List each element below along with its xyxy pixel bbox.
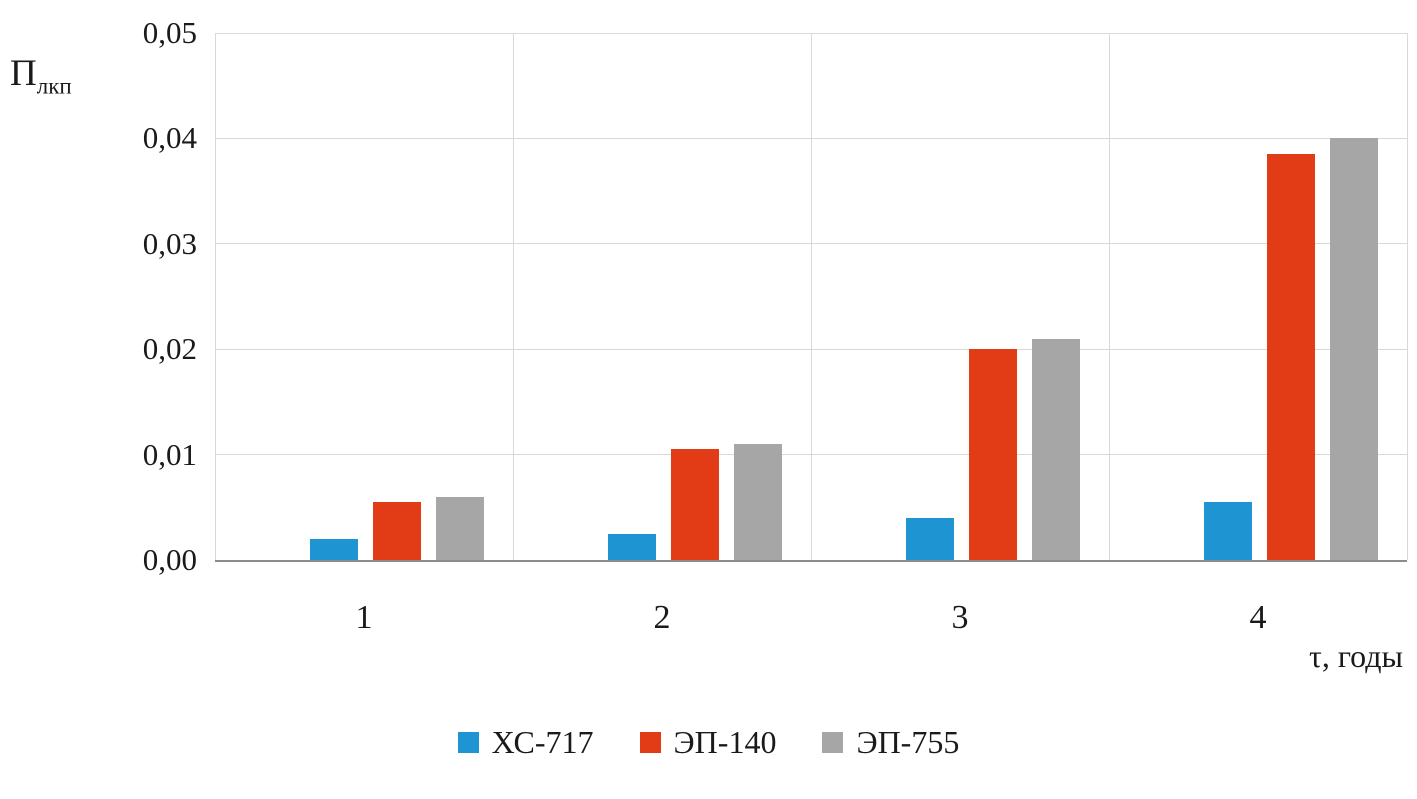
y-tick-label: 0,04 bbox=[142, 120, 197, 156]
bar bbox=[1330, 138, 1379, 560]
y-axis-title: Плкп bbox=[10, 52, 72, 99]
y-tick-label: 0,02 bbox=[142, 331, 197, 367]
bar bbox=[1204, 502, 1253, 560]
bar bbox=[734, 444, 783, 560]
x-axis-line bbox=[215, 560, 1407, 562]
legend-label: ЭП-140 bbox=[673, 724, 777, 760]
y-tick-label: 0,00 bbox=[142, 542, 197, 577]
x-axis-title: τ, годы bbox=[1308, 638, 1403, 674]
bar bbox=[1267, 154, 1316, 560]
bar bbox=[310, 538, 359, 560]
legend-item: ЭП-755 bbox=[822, 724, 959, 761]
gridline-vertical bbox=[1406, 33, 1408, 560]
bar bbox=[671, 449, 720, 560]
y-tick-label: 0,05 bbox=[142, 15, 197, 50]
y-tick-label: 0,01 bbox=[142, 436, 197, 472]
legend-item: ЭП-140 bbox=[639, 724, 777, 761]
x-category-label: 1 bbox=[355, 599, 373, 636]
legend-swatch bbox=[639, 732, 661, 753]
bar bbox=[608, 533, 657, 560]
x-category-label: 4 bbox=[1249, 599, 1267, 636]
gridline-vertical bbox=[214, 33, 216, 560]
legend-label: ХС-717 bbox=[491, 724, 594, 760]
bar bbox=[1032, 338, 1081, 560]
y-tick-label: 0,03 bbox=[142, 225, 197, 261]
gridline-vertical bbox=[1108, 33, 1110, 560]
legend-item: ХС-717 bbox=[457, 724, 594, 761]
y-axis-title-main: П bbox=[10, 53, 37, 94]
legend-label: ЭП-755 bbox=[856, 724, 960, 760]
legend: ХС-717 ЭП-140 ЭП-755 bbox=[0, 724, 1417, 761]
bar bbox=[906, 517, 955, 560]
gridline-vertical bbox=[810, 33, 812, 560]
y-axis-title-sub: лкп bbox=[36, 73, 72, 99]
legend-swatch bbox=[822, 732, 844, 753]
bar bbox=[373, 502, 422, 560]
x-category-label: 3 bbox=[951, 599, 969, 636]
bar bbox=[436, 496, 485, 560]
gridline-vertical bbox=[512, 33, 514, 560]
legend-swatch bbox=[457, 732, 479, 753]
bar bbox=[969, 349, 1018, 560]
x-category-label: 2 bbox=[653, 599, 671, 636]
